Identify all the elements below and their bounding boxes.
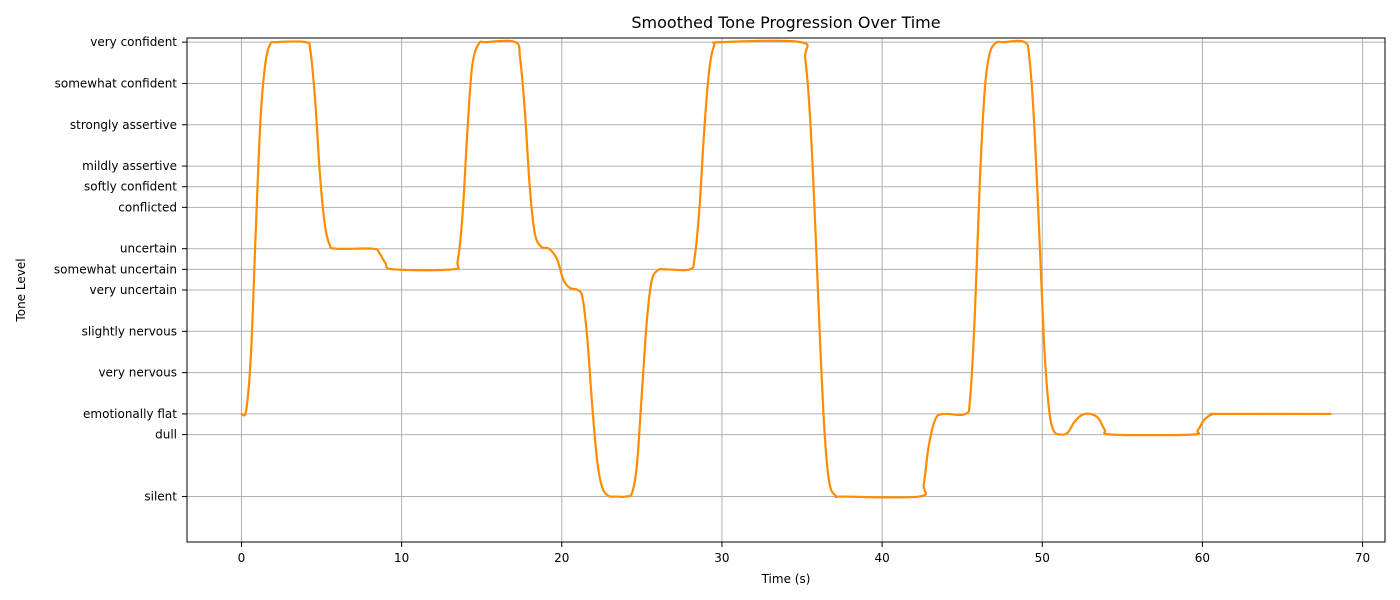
x-tick-label: 70 — [1355, 551, 1370, 565]
grid — [187, 38, 1385, 542]
y-tick-label: silent — [144, 490, 177, 504]
x-tick-label: 0 — [238, 551, 246, 565]
y-tick-label: very nervous — [98, 366, 177, 380]
x-tick-label: 40 — [874, 551, 889, 565]
y-tick-label: somewhat confident — [55, 76, 178, 90]
y-tick-label: emotionally flat — [83, 407, 177, 421]
ticks: 0 10 20 30 40 50 60 70 silent dull emotionally fla… — [54, 35, 1370, 565]
series-layer — [240, 39, 1332, 499]
y-tick-label: softly confident — [84, 180, 177, 194]
x-tick-label: 10 — [394, 551, 409, 565]
y-tick-label: mildly assertive — [82, 159, 177, 173]
y-tick-label: slightly nervous — [82, 324, 177, 338]
y-tick-label: very uncertain — [90, 283, 177, 297]
x-tick-label: 20 — [554, 551, 569, 565]
x-tick-label: 50 — [1035, 551, 1050, 565]
y-tick-label: dull — [155, 428, 177, 442]
y-tick-label: somewhat uncertain — [54, 262, 177, 276]
x-tick-label: 60 — [1195, 551, 1210, 565]
y-axis-label: Tone Level — [14, 258, 28, 322]
y-tick-label: very confident — [90, 35, 177, 49]
y-tick-label: uncertain — [120, 242, 177, 256]
x-tick-label: 30 — [714, 551, 729, 565]
series-line-0 — [240, 39, 1332, 499]
x-axis-label: Time (s) — [761, 572, 811, 586]
chart-title: Smoothed Tone Progression Over Time — [631, 13, 940, 32]
y-tick-label: conflicted — [118, 200, 177, 214]
y-tick-label: strongly assertive — [70, 118, 177, 132]
